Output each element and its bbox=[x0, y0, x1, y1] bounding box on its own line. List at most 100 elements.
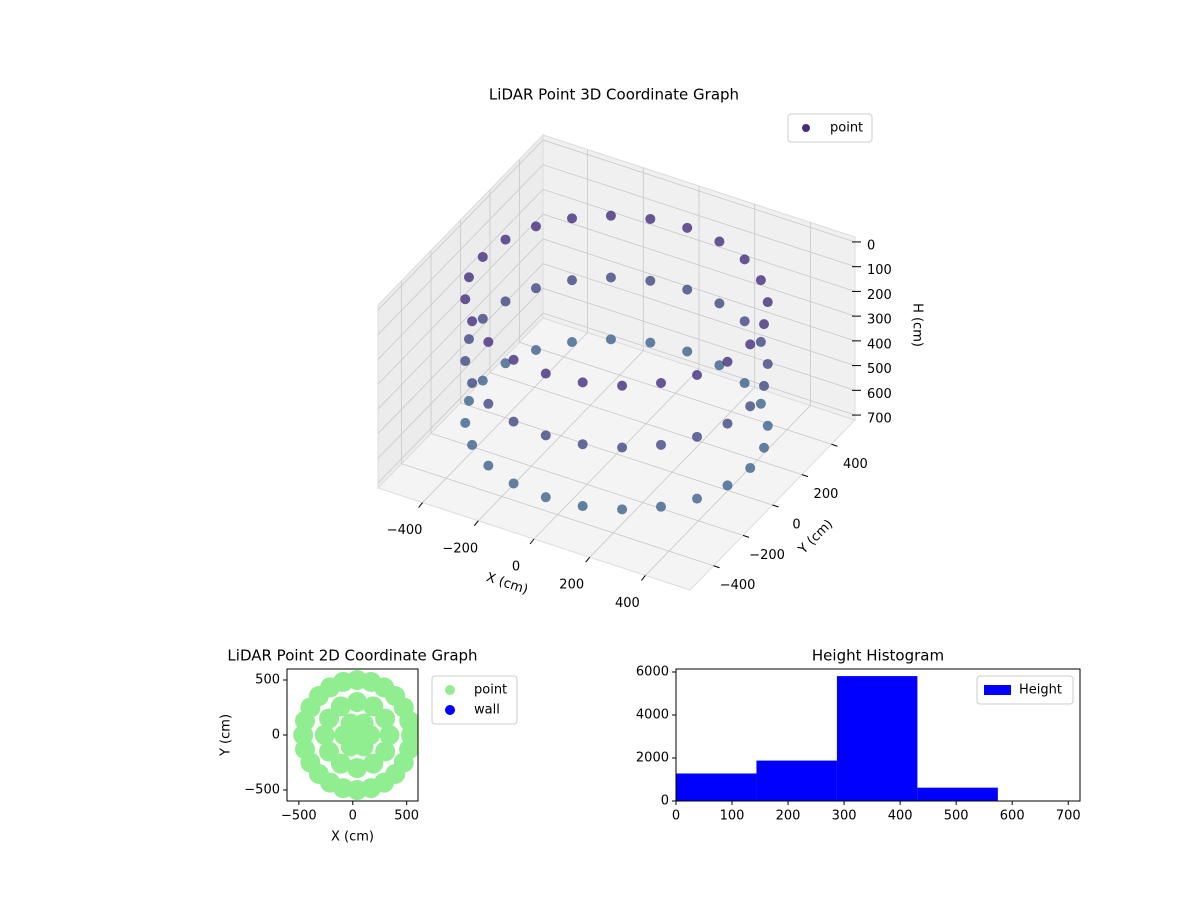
point bbox=[463, 334, 474, 345]
point bbox=[500, 234, 511, 245]
point bbox=[714, 298, 725, 309]
point bbox=[483, 398, 494, 409]
chart-title: Height Histogram bbox=[812, 647, 944, 665]
x-tick-label: 500 bbox=[944, 809, 969, 824]
bar bbox=[917, 787, 998, 801]
point bbox=[467, 316, 478, 327]
point bbox=[347, 758, 368, 778]
grid-line bbox=[589, 204, 756, 558]
legend-marker bbox=[802, 124, 810, 132]
legend-label: point bbox=[830, 121, 863, 136]
point bbox=[755, 398, 766, 409]
point bbox=[460, 356, 471, 367]
legend-marker bbox=[445, 705, 455, 715]
z-axis-label: H (cm) bbox=[910, 303, 925, 347]
x-tick-label: 200 bbox=[776, 809, 801, 824]
grid-line bbox=[377, 287, 856, 459]
grid-line bbox=[422, 149, 588, 503]
point bbox=[314, 725, 335, 745]
point bbox=[460, 294, 471, 305]
x-tick-label: 400 bbox=[615, 596, 640, 611]
z-tick-label: 500 bbox=[867, 362, 892, 377]
point bbox=[330, 753, 351, 774]
point bbox=[617, 504, 628, 515]
point bbox=[399, 739, 418, 760]
axes-frame bbox=[675, 668, 1081, 802]
point bbox=[605, 272, 616, 283]
point bbox=[477, 375, 488, 386]
y-tick bbox=[801, 474, 809, 478]
point bbox=[745, 463, 756, 474]
bar bbox=[676, 773, 757, 801]
x-tick-label: 700 bbox=[1056, 809, 1081, 824]
grid-line bbox=[377, 263, 856, 434]
x-tick-label: 200 bbox=[559, 578, 584, 593]
point bbox=[483, 336, 494, 347]
legend-box bbox=[787, 113, 873, 143]
z-tick-label: 200 bbox=[867, 288, 892, 303]
y-tick bbox=[742, 534, 750, 538]
grid-line bbox=[377, 213, 856, 385]
z-tick-label: 0 bbox=[867, 238, 875, 253]
chart-title: LiDAR Point 3D Coordinate Graph bbox=[489, 86, 739, 104]
grid-line bbox=[460, 220, 773, 506]
legend-marker bbox=[984, 685, 1011, 695]
point bbox=[745, 401, 756, 412]
point bbox=[645, 213, 656, 224]
point bbox=[759, 319, 770, 330]
point bbox=[722, 418, 733, 429]
y-tick-label: −400 bbox=[720, 578, 756, 593]
z-tick-label: 600 bbox=[867, 387, 892, 402]
point bbox=[762, 358, 773, 369]
point bbox=[347, 725, 368, 745]
point bbox=[577, 377, 588, 388]
point bbox=[540, 368, 551, 379]
x-tick-label: 0 bbox=[349, 809, 357, 824]
z-tick-label: 700 bbox=[867, 412, 892, 427]
point bbox=[617, 380, 628, 391]
point bbox=[567, 336, 578, 347]
grid-line bbox=[377, 139, 856, 311]
point bbox=[762, 297, 773, 308]
grid-line bbox=[377, 188, 856, 360]
x-tick-label: −200 bbox=[442, 541, 478, 556]
z-tick-label: 100 bbox=[867, 263, 892, 278]
y-axis-label: Y (cm) bbox=[219, 714, 234, 757]
point bbox=[739, 378, 750, 389]
grid-line bbox=[377, 238, 856, 410]
point bbox=[682, 222, 693, 233]
point bbox=[460, 417, 471, 428]
point bbox=[508, 478, 519, 489]
point bbox=[500, 296, 511, 307]
z-tick-label: 400 bbox=[867, 337, 892, 352]
point bbox=[745, 339, 756, 350]
point bbox=[714, 360, 725, 371]
x-tick bbox=[529, 538, 535, 545]
point bbox=[739, 254, 750, 265]
y-tick-label: −500 bbox=[244, 783, 280, 798]
grid-line bbox=[645, 222, 811, 576]
point bbox=[759, 442, 770, 453]
point bbox=[762, 420, 773, 431]
axes-frame bbox=[286, 668, 419, 802]
point bbox=[483, 460, 494, 471]
point bbox=[508, 416, 519, 427]
point bbox=[379, 725, 400, 745]
point bbox=[375, 741, 396, 762]
grid-line bbox=[377, 164, 856, 335]
point bbox=[477, 313, 488, 324]
point bbox=[722, 356, 733, 367]
point bbox=[463, 272, 474, 283]
point bbox=[655, 501, 666, 512]
point bbox=[645, 275, 656, 286]
point bbox=[508, 354, 519, 365]
point bbox=[682, 284, 693, 295]
legend-label: wall bbox=[474, 703, 500, 718]
x-tick-label: 0 bbox=[672, 809, 680, 824]
y-tick-label: 4000 bbox=[636, 708, 669, 723]
point bbox=[467, 378, 478, 389]
point bbox=[363, 696, 384, 717]
x-tick-label: −500 bbox=[281, 809, 317, 824]
bar bbox=[836, 676, 918, 801]
